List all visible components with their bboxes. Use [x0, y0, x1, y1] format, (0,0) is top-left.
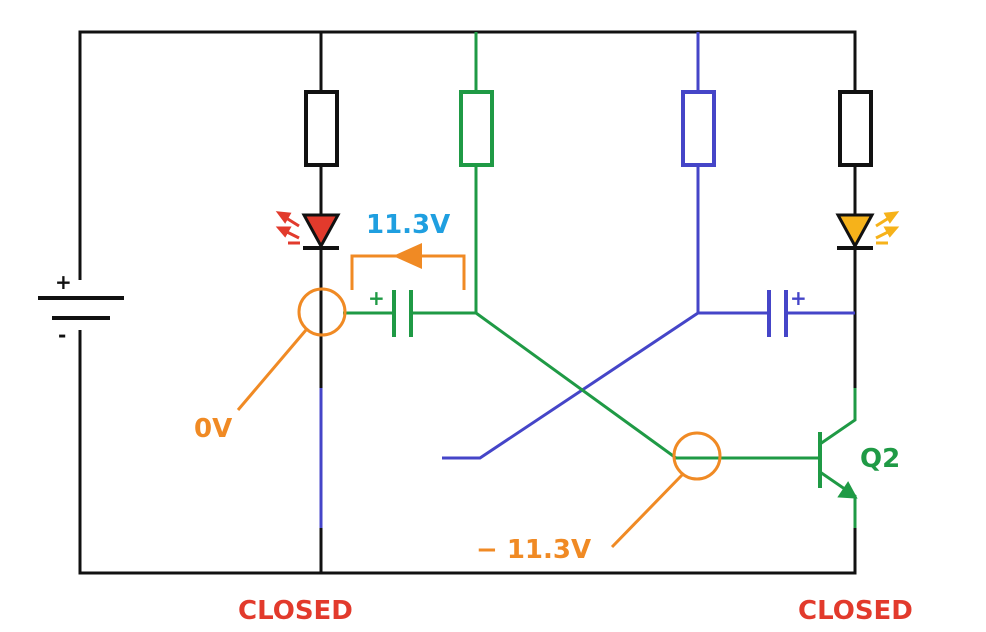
- right-capacitor: [767, 290, 788, 337]
- transistor-q2-symbol: [818, 388, 858, 528]
- battery-plus-label: +: [55, 270, 72, 294]
- arrow-left-icon: [393, 243, 422, 269]
- transistor-label: Q2: [860, 444, 900, 474]
- blue-base-resistor: [681, 90, 716, 167]
- status-right-label: CLOSED: [798, 596, 913, 626]
- battery-minus-label: -: [58, 323, 66, 347]
- base-node-pointer: [610, 472, 685, 549]
- black-wiring: [78, 30, 857, 575]
- left-capacitor: [392, 290, 413, 337]
- status-left-label: CLOSED: [238, 596, 353, 626]
- green-cross-wire: [475, 311, 820, 460]
- left-collector-resistor: [304, 90, 339, 167]
- left-capacitor-plus-label: +: [368, 286, 385, 310]
- blue-wiring: [319, 32, 855, 528]
- led-amber-icon: [835, 211, 900, 250]
- right-collector-resistor: [838, 90, 873, 167]
- battery-symbol: [38, 280, 124, 330]
- led-red-icon: [275, 211, 341, 250]
- left-node-pointer: [236, 329, 308, 411]
- green-base-resistor: [459, 90, 494, 167]
- green-wiring: [343, 32, 820, 460]
- voltage-left-label: 0V: [194, 414, 232, 444]
- blue-cross-wire: [442, 311, 699, 460]
- bottom-rail-wire: [78, 30, 857, 575]
- voltage-bottom-label: − 11.3V: [476, 535, 591, 565]
- voltage-top-label: 11.3V: [366, 210, 450, 240]
- left-node-highlight: [297, 287, 347, 337]
- right-capacitor-plus-label: +: [790, 286, 807, 310]
- base-node-highlight: [672, 431, 722, 481]
